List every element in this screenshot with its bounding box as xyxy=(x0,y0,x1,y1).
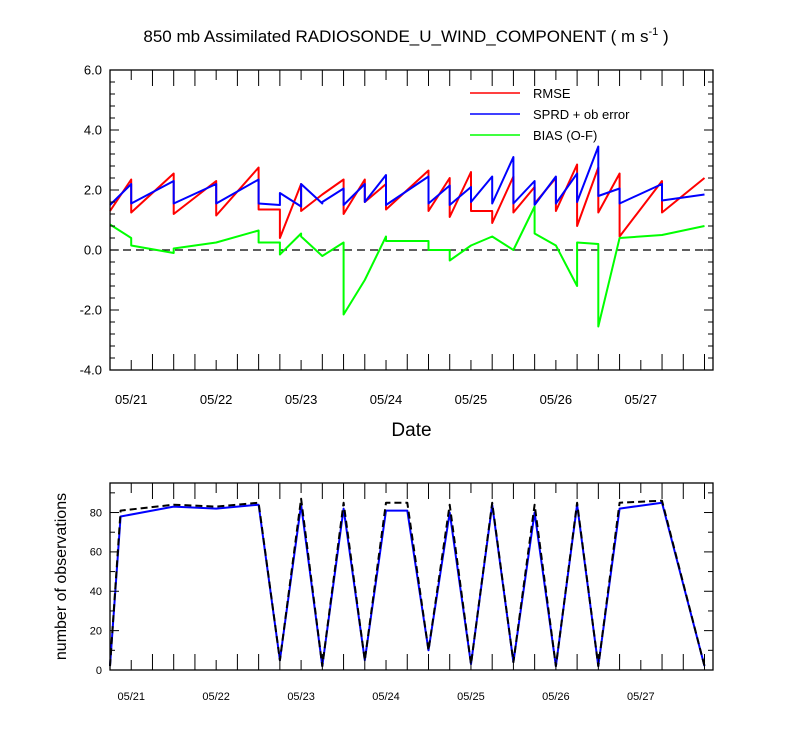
x-tick-label: 05/24 xyxy=(372,691,400,703)
series-line-total-observations xyxy=(109,497,706,668)
x-tick-label: 05/24 xyxy=(370,392,403,407)
legend: RMSE SPRD + ob error BIAS (O-F) xyxy=(470,86,630,143)
y-tick-label: 0.0 xyxy=(84,243,102,258)
x-tick-label: 05/26 xyxy=(540,392,573,407)
x-tick-label: 05/22 xyxy=(200,392,233,407)
series-line-rmse xyxy=(109,163,706,239)
legend-label: BIAS (O-F) xyxy=(533,128,597,143)
top-plot: -4.0 -2.0 0.0 2.0 4.0 6.0 05/21 05/22 05/23 05/24… xyxy=(80,63,714,441)
y-tick-label: -4.0 xyxy=(80,363,102,378)
legend-label: SPRD + ob error xyxy=(533,107,630,122)
x-tick-label: 05/26 xyxy=(542,691,570,703)
y-tick-label: 4.0 xyxy=(84,123,102,138)
y-tick-label: 40 xyxy=(90,586,102,598)
x-tick-label: 05/22 xyxy=(202,691,230,703)
legend-label: RMSE xyxy=(533,86,571,101)
x-tick-label: 05/27 xyxy=(627,691,655,703)
y-tick-label: 2.0 xyxy=(84,183,102,198)
x-tick-label: 05/23 xyxy=(285,392,318,407)
y-tick-label: 6.0 xyxy=(84,63,102,78)
x-tick-label: 05/23 xyxy=(287,691,315,703)
series-line-bias-o-f xyxy=(109,205,705,328)
y-tick-label: 20 xyxy=(90,625,102,637)
series-line-sprd-ob-error xyxy=(109,145,705,208)
x-axis-label: Date xyxy=(391,420,431,441)
x-tick-label: 05/27 xyxy=(625,392,658,407)
y-tick-label: 80 xyxy=(90,507,102,519)
chart-title: 850 mb Assimilated RADIOSONDE_U_WIND_COM… xyxy=(143,26,668,46)
series-line-assimilated-observations xyxy=(109,501,706,668)
bottom-plot: 0 20 40 60 80 05/21 05/22 05/23 05/24 05/25 05/26 0… xyxy=(53,482,714,703)
y-axis-label: number of observations xyxy=(53,493,70,660)
x-tick-label: 05/25 xyxy=(457,691,485,703)
plot-frame xyxy=(109,69,714,371)
plot-frame xyxy=(109,482,714,671)
x-tick-label: 05/25 xyxy=(455,392,488,407)
y-tick-label: -2.0 xyxy=(80,303,102,318)
y-tick-label: 0 xyxy=(96,665,102,677)
x-tick-label: 05/21 xyxy=(117,691,145,703)
x-tick-label: 05/21 xyxy=(115,392,148,407)
y-tick-label: 60 xyxy=(90,547,102,559)
